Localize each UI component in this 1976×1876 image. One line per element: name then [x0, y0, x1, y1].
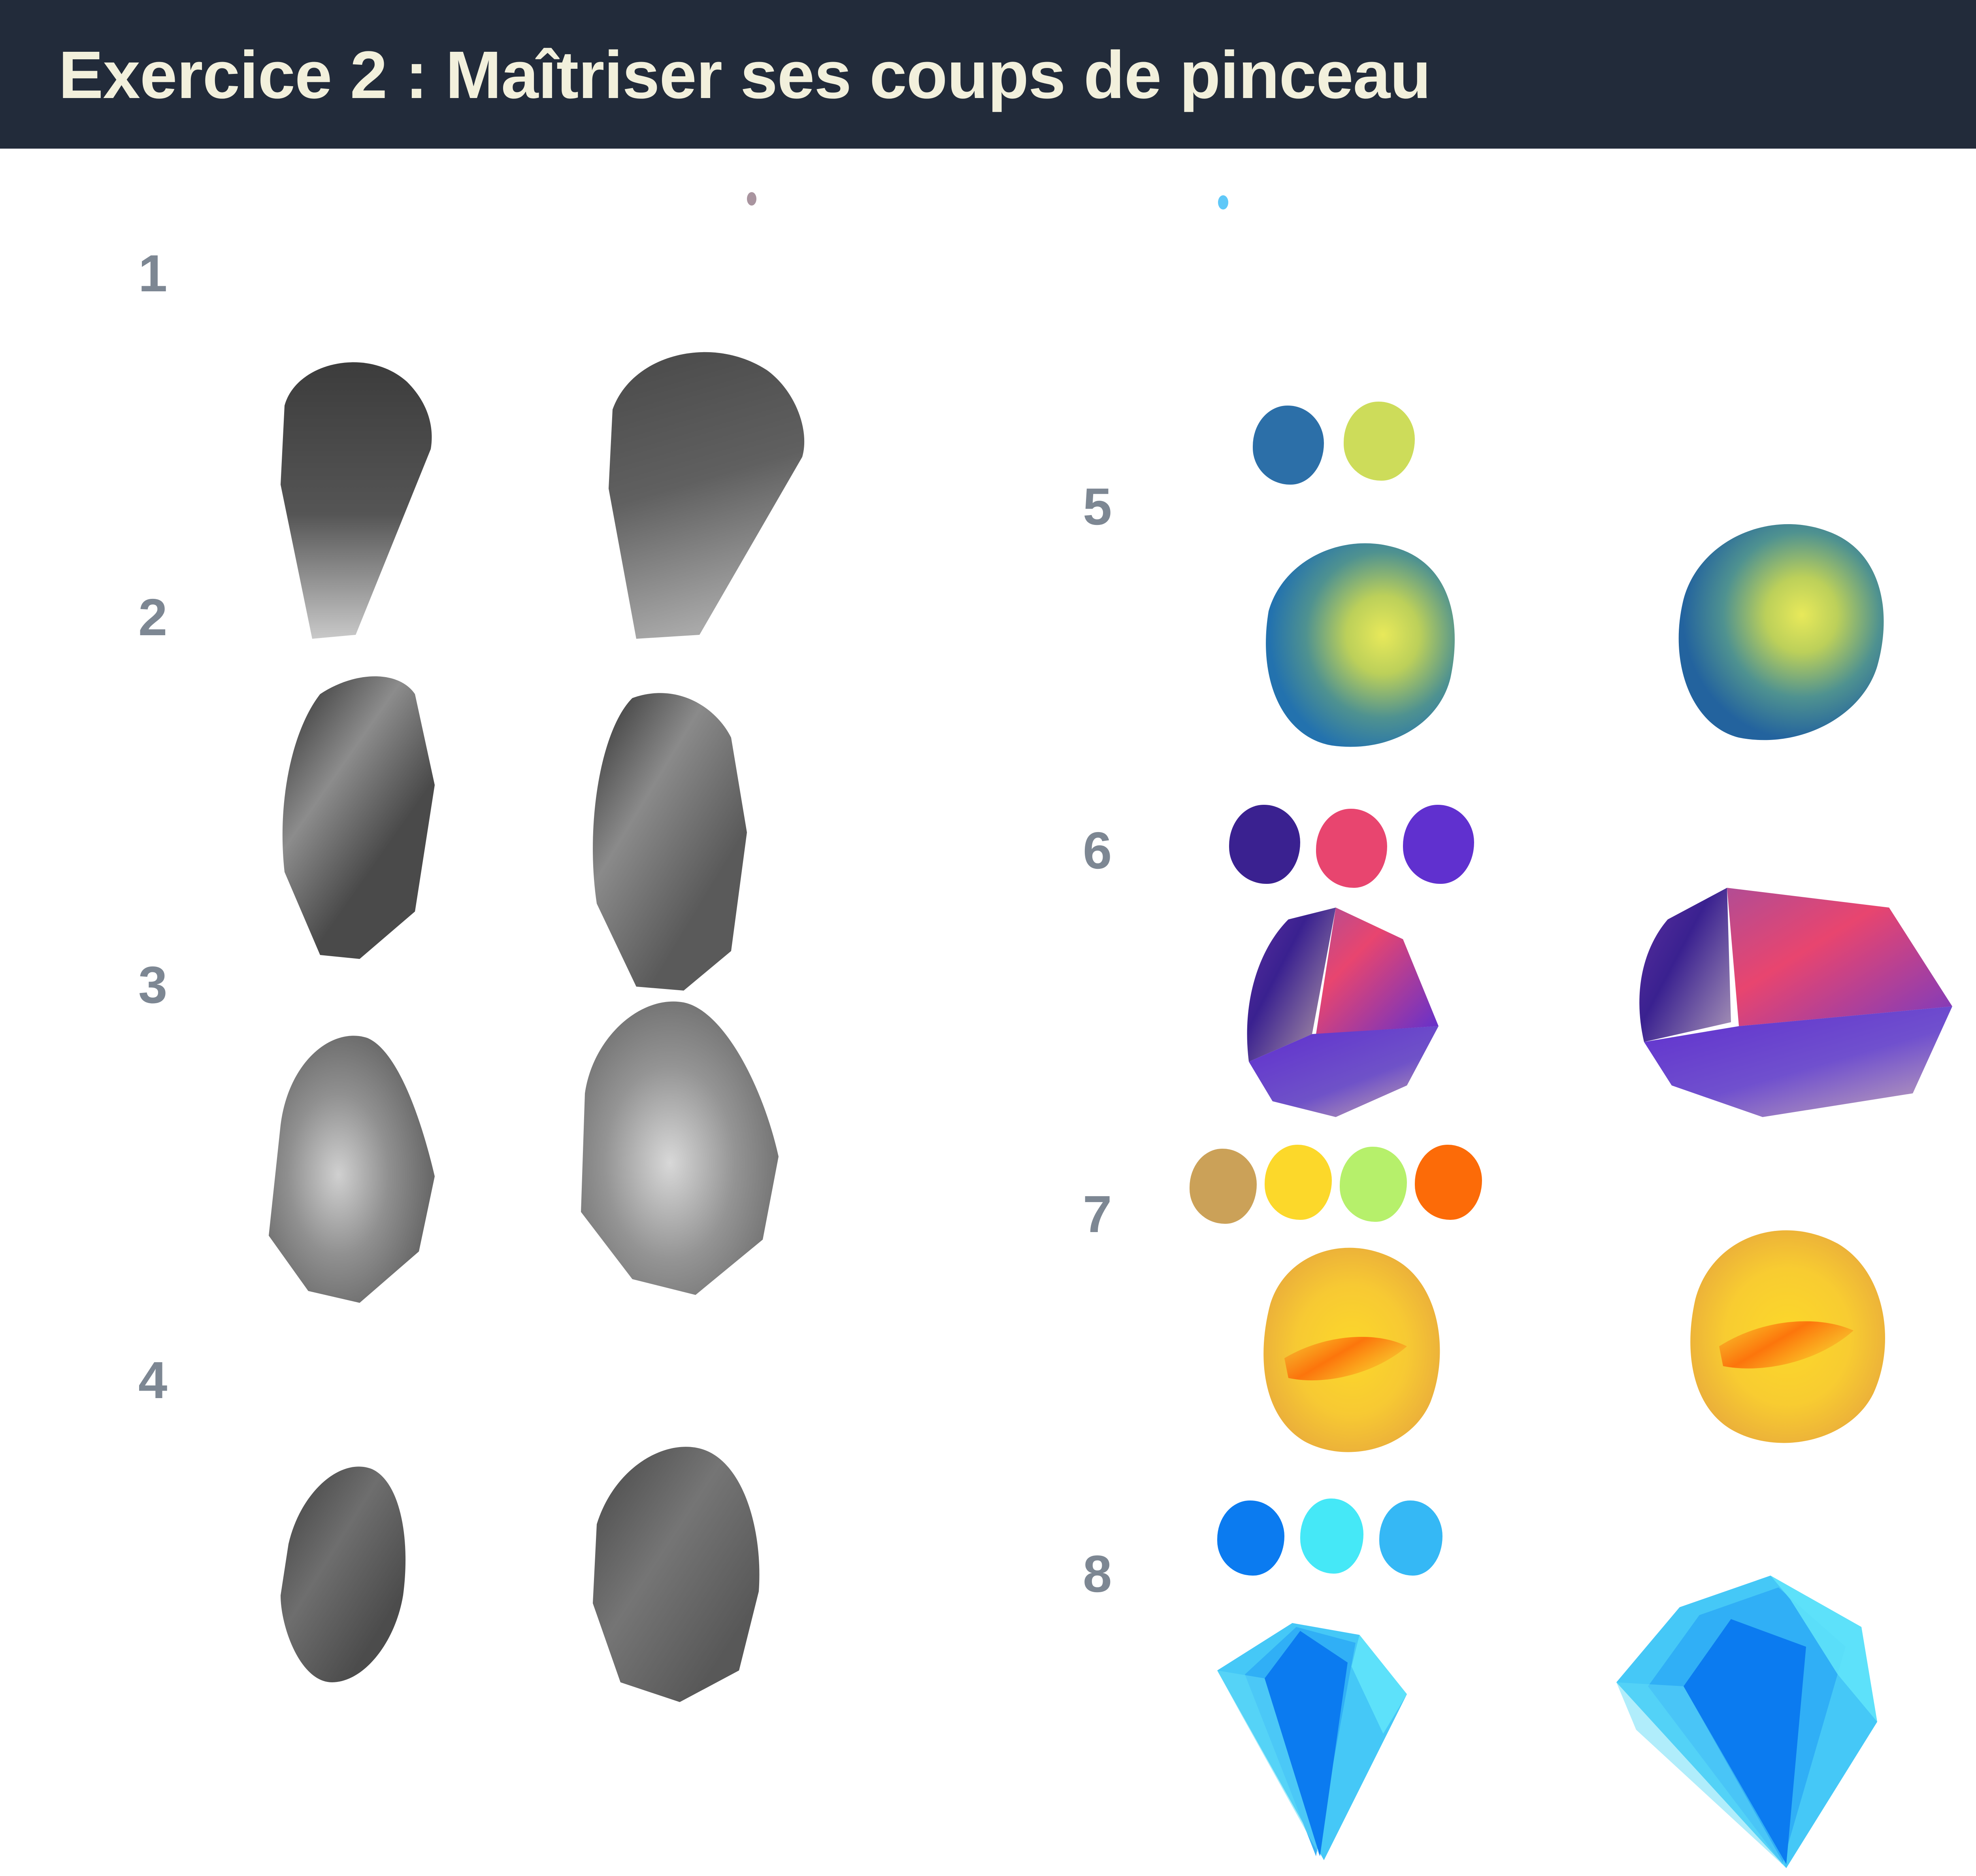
blue-green-blob-b — [1632, 496, 1909, 765]
swatch-7-4 — [1415, 1145, 1482, 1220]
swatch-8-1 — [1217, 1500, 1284, 1576]
yellow-orange-blob-b — [1652, 1200, 1913, 1469]
pebble-form-b — [526, 1425, 802, 1742]
exercise-canvas: 1 2 — [0, 149, 1976, 1868]
exercise-number-6: 6 — [1083, 821, 1112, 879]
exercise-number-1: 1 — [138, 244, 168, 302]
swatch-7-3 — [1340, 1147, 1407, 1222]
cone-shape-b — [569, 319, 822, 647]
swatch-8-3 — [1379, 1500, 1442, 1576]
exercise-number-8: 8 — [1083, 1545, 1112, 1603]
exercise-number-5: 5 — [1083, 477, 1112, 536]
exercise-number-4: 4 — [138, 1351, 168, 1409]
swatch-6-2 — [1316, 809, 1387, 888]
swatch-6-1 — [1229, 805, 1300, 884]
blue-green-blob-a — [1221, 512, 1474, 765]
curved-slab-a — [229, 643, 466, 975]
curved-slab-b — [526, 659, 786, 1002]
swatch-7-2 — [1265, 1145, 1332, 1220]
exercise-number-3: 3 — [138, 956, 168, 1014]
swatch-7-1 — [1190, 1149, 1257, 1224]
page-header: Exercice 2 : Maîtriser ses coups de pinc… — [0, 0, 1976, 149]
page-title: Exercice 2 : Maîtriser ses coups de pinc… — [58, 38, 1431, 113]
swatch-8-2 — [1300, 1499, 1363, 1574]
yellow-orange-blob-a — [1225, 1216, 1462, 1477]
rounded-form-a — [209, 991, 470, 1338]
stray-dot-mauve — [747, 192, 756, 206]
swatch-5-1 — [1253, 406, 1324, 485]
rounded-form-b — [526, 967, 810, 1331]
cone-shape-a — [237, 327, 458, 643]
violet-pink-facet-b — [1612, 872, 1976, 1133]
pebble-form-a — [221, 1437, 458, 1730]
blue-crystal-b — [1601, 1556, 1909, 1876]
stray-dot-blue — [1218, 195, 1228, 209]
exercise-number-2: 2 — [138, 588, 168, 646]
violet-pink-facet-a — [1217, 896, 1462, 1133]
swatch-6-3 — [1403, 805, 1474, 884]
swatch-5-2 — [1344, 402, 1415, 481]
blue-crystal-a — [1194, 1583, 1439, 1876]
exercise-number-7: 7 — [1083, 1185, 1112, 1243]
